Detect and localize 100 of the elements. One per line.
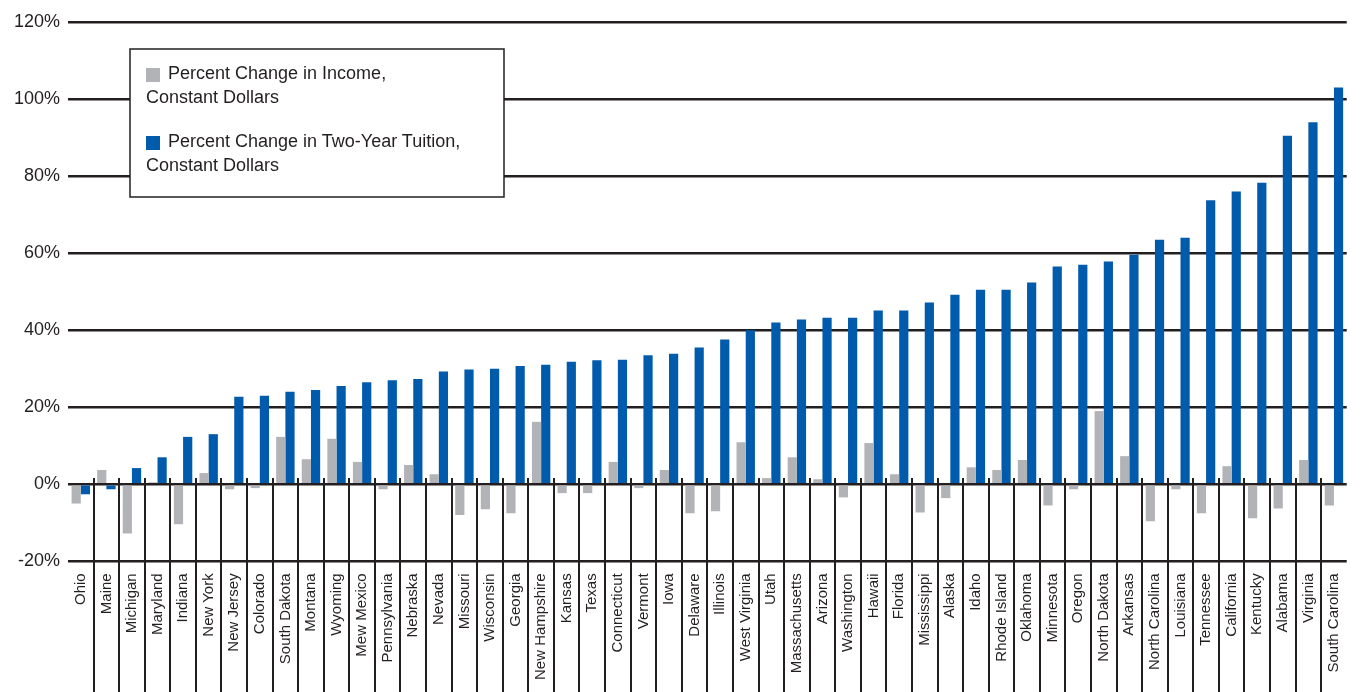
y-tick-label: -20% — [17, 550, 60, 571]
bar — [557, 485, 567, 494]
x-tick-label: Arkansas — [1119, 573, 1137, 636]
x-tick-label: Ohio — [70, 573, 88, 605]
bar — [404, 465, 414, 484]
bar — [429, 474, 439, 484]
bar — [762, 478, 772, 484]
bar — [966, 467, 976, 484]
bar — [864, 443, 874, 484]
x-tick-label: Oklahoma — [1017, 572, 1035, 642]
bar — [1206, 200, 1216, 484]
bar — [285, 391, 295, 484]
bar — [848, 317, 858, 484]
x-tick-label: Mew Mexico — [352, 573, 370, 657]
x-tick-label: Indiana — [173, 572, 191, 623]
bar — [950, 294, 960, 484]
bar — [122, 485, 132, 534]
bar — [1299, 459, 1309, 484]
x-tick-label: Idaho — [966, 573, 984, 611]
bar — [1196, 485, 1207, 514]
bar — [515, 366, 525, 484]
bar — [413, 379, 423, 484]
bar — [1078, 264, 1088, 484]
bar — [899, 310, 909, 484]
bar — [992, 470, 1002, 484]
y-tick-label: 80% — [23, 165, 60, 186]
x-tick-label: Arizona — [812, 572, 830, 625]
bar — [489, 368, 500, 484]
bar — [387, 380, 397, 484]
bar — [771, 322, 781, 484]
bar — [1222, 466, 1232, 484]
x-tick-label: Delaware — [684, 573, 702, 637]
bar — [438, 371, 449, 484]
bar — [1282, 135, 1292, 484]
bar — [643, 355, 653, 484]
x-tick-label: Massachusetts — [787, 573, 805, 674]
y-tick-label: 0% — [33, 473, 60, 494]
bar — [745, 330, 755, 484]
bar — [1324, 485, 1334, 506]
x-tick-label: Illinois — [710, 573, 728, 615]
x-tick-label: North Dakota — [1093, 572, 1111, 662]
x-tick-label: South Carolina — [1324, 572, 1342, 673]
x-tick-label: Michigan — [122, 573, 140, 634]
bar — [617, 359, 628, 484]
bar — [924, 302, 934, 484]
bar — [71, 485, 81, 504]
bar — [131, 468, 142, 484]
x-tick-label: Kentucky — [1247, 572, 1265, 635]
y-tick-label: 100% — [13, 88, 60, 109]
x-tick-label: Tennessee — [1196, 573, 1214, 646]
bar — [1052, 266, 1062, 484]
x-tick-label: West Virginia — [735, 572, 753, 662]
x-tick-label: Utah — [761, 573, 779, 605]
bar — [506, 485, 516, 514]
bar — [975, 289, 986, 484]
bar — [1180, 237, 1190, 484]
bar — [480, 485, 490, 510]
bar — [1333, 87, 1344, 484]
x-tick-label: Vermont — [633, 572, 651, 630]
x-tick-label: Alabama — [1272, 572, 1290, 633]
x-tick-label: Minnesota — [1042, 572, 1060, 643]
x-tick-label: Pennsylvania — [377, 572, 395, 663]
bar — [352, 461, 363, 484]
bar — [889, 474, 900, 484]
x-tick-label: Montana — [301, 572, 319, 632]
bar — [822, 317, 832, 484]
x-tick-label: Iowa — [659, 572, 677, 605]
x-tick-label: Nebraska — [403, 572, 421, 638]
y-tick-label: 20% — [23, 396, 60, 417]
x-tick-label: Colorado — [249, 573, 267, 635]
x-tick-label: New York — [198, 572, 216, 637]
bar — [566, 361, 576, 484]
bar — [1027, 282, 1037, 484]
x-tick-label: New Hampshire — [531, 573, 549, 680]
x-tick-label: Missouri — [454, 573, 472, 630]
legend-label: Percent Change in Two-Year Tuition, Constant Dollars — [146, 130, 461, 175]
x-tick-label: Connecticut — [607, 572, 625, 653]
bar — [1273, 485, 1283, 509]
bar — [1248, 485, 1258, 519]
x-tick-label: Virginia — [1298, 572, 1316, 624]
x-tick-label: Georgia — [505, 572, 523, 627]
bar — [336, 386, 346, 484]
x-tick-label: Kansas — [556, 573, 574, 624]
bar — [710, 485, 721, 512]
bar — [259, 395, 270, 484]
bar — [1257, 182, 1267, 484]
bar — [787, 457, 797, 484]
bar — [720, 339, 730, 484]
bar — [1017, 459, 1028, 484]
bar — [941, 485, 951, 499]
bar — [362, 382, 372, 484]
bar — [694, 347, 704, 484]
bar — [464, 369, 474, 484]
bar — [873, 310, 883, 484]
y-tick-label: 120% — [13, 10, 60, 31]
y-tick-label: 40% — [23, 319, 60, 340]
bar — [813, 479, 823, 484]
x-tick-label: Nevada — [428, 572, 446, 625]
x-tick-label: Wyoming — [326, 573, 344, 636]
x-tick-label: North Carolina — [1145, 572, 1163, 671]
